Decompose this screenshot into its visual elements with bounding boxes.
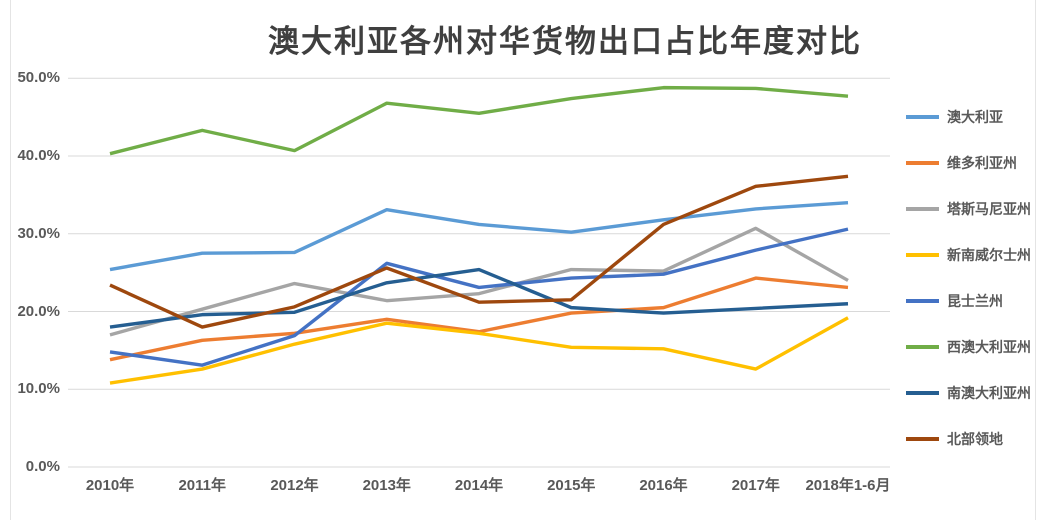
- legend-item-australia: 澳大利亚: [906, 106, 1003, 128]
- legend-label-queensland: 昆士兰州: [947, 293, 1003, 309]
- legend-item-queensland: 昆士兰州: [906, 290, 1003, 312]
- legend-item-new-south-wales: 新南威尔士州: [906, 244, 1031, 266]
- left-edge-gridline: [10, 0, 11, 520]
- legend-label-victoria: 维多利亚州: [947, 155, 1017, 171]
- x-tick-label-6: 2016年: [639, 477, 688, 494]
- legend-item-tasmania: 塔斯马尼亚州: [906, 198, 1031, 220]
- legend: 澳大利亚维多利亚州塔斯马尼亚州 新南威尔士州 昆士兰州西澳大利亚州 南澳大利亚州 北部领…: [902, 0, 1039, 520]
- legend-label-new-south-wales: 新南威尔士州: [947, 247, 1031, 263]
- legend-item-victoria: 维多利亚州: [906, 152, 1017, 174]
- series-line-south-australia: [109, 267, 849, 329]
- legend-swatch-south-australia: [906, 391, 939, 395]
- legend-label-western-australia: 西澳大利亚州: [947, 339, 1031, 355]
- series-line-australia: [109, 200, 849, 272]
- legend-swatch-northern-territory: [906, 437, 939, 441]
- y-tick-label-50: 50.0%: [17, 69, 60, 87]
- y-tick-label-30: 30.0%: [17, 224, 60, 242]
- gridlines: [68, 77, 890, 468]
- series-line-victoria: [109, 276, 849, 362]
- legend-swatch-queensland: [906, 299, 939, 303]
- x-tick-label-0: 2010年: [85, 477, 135, 494]
- x-tick-label-5: 2015年: [547, 477, 596, 494]
- legend-item-northern-territory: 北部领地: [906, 428, 1003, 450]
- series-line-western-australia: [109, 85, 849, 156]
- legend-swatch-western-australia: [906, 345, 939, 349]
- legend-swatch-victoria: [906, 161, 939, 165]
- x-tick-label-7: 2017年: [731, 477, 780, 494]
- y-tick-label-10: 10.0%: [17, 380, 60, 398]
- x-tick-label-3: 2013年: [362, 477, 411, 494]
- series-line-northern-territory: [109, 174, 849, 329]
- legend-swatch-new-south-wales: [906, 253, 939, 257]
- x-tick-label-4: 2014年: [454, 477, 504, 494]
- series-line-queensland: [109, 227, 849, 367]
- legend-item-western-australia: 西澳大利亚州: [906, 336, 1031, 358]
- legend-swatch-tasmania: [906, 207, 939, 211]
- y-tick-label-20: 20.0%: [17, 302, 60, 320]
- series-line-new-south-wales: [109, 316, 849, 385]
- chart-title: 澳大利亚各州对华货物出口占比年度对比: [268, 24, 862, 59]
- x-tick-label-8: 2018年1-6月: [805, 477, 891, 494]
- legend-item-south-australia: 南澳大利亚州: [906, 382, 1031, 404]
- x-tick-label-1: 2011年: [178, 477, 227, 494]
- series-lines: [109, 85, 849, 385]
- legend-label-australia: 澳大利亚: [947, 109, 1003, 125]
- series-line-tasmania: [109, 226, 849, 337]
- legend-label-south-australia: 南澳大利亚州: [947, 385, 1031, 401]
- y-tick-label-0: 0.0%: [25, 458, 60, 475]
- legend-label-northern-territory: 北部领地: [947, 431, 1003, 447]
- y-tick-label-40: 40.0%: [17, 147, 60, 165]
- legend-label-tasmania: 塔斯马尼亚州: [947, 201, 1031, 217]
- right-edge-gridline: [1035, 0, 1036, 520]
- x-tick-label-2: 2012年: [270, 477, 319, 494]
- legend-swatch-australia: [906, 115, 939, 119]
